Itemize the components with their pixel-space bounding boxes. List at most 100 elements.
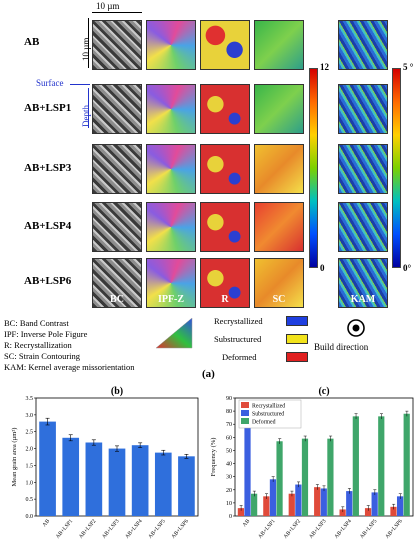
map-ab-ipf	[146, 20, 196, 70]
x-tick-label: AB+LSP4	[334, 518, 354, 540]
depth-label: Depth	[81, 105, 91, 127]
y-axis-label: Mean grain area (µm²)	[11, 428, 18, 487]
scale-bar-vertical	[88, 18, 89, 68]
x-tick-label: AB	[242, 518, 252, 528]
legend-label: Recrystallized	[252, 404, 285, 410]
y-tick-label: 90	[226, 396, 232, 402]
bar-deformed	[352, 416, 359, 516]
map-lsp3-ipf	[146, 144, 196, 194]
bar-deformed	[403, 413, 410, 516]
bar-ab-lsp1	[62, 437, 80, 516]
build-direction-icon	[347, 319, 365, 337]
colorbar-kam-min: 0°	[403, 263, 412, 273]
panel-label: (c)	[318, 386, 329, 397]
y-tick-label: 60	[226, 435, 232, 441]
legend-swatch	[241, 418, 249, 424]
bar-deformed	[378, 416, 385, 516]
bar-recrystallized	[237, 508, 245, 516]
col-label-bc: BC	[110, 294, 124, 305]
x-tick-label: AB+LSP6	[171, 518, 191, 540]
y-tick-label: 80	[226, 409, 232, 415]
legend-box	[238, 399, 302, 429]
y-tick-label: 0	[229, 514, 232, 520]
y-tick-label: 1.5	[26, 463, 34, 469]
row-label-ab: AB	[24, 36, 40, 48]
bar-recrystallized	[314, 487, 321, 516]
swatch-deformed	[286, 352, 308, 362]
bar-substructured	[320, 488, 327, 516]
row-label-lsp6: AB+LSP6	[24, 275, 72, 287]
row-label-lsp3: AB+LSP3	[24, 162, 72, 174]
legend-swatch	[241, 402, 249, 408]
y-tick-label: 0.5	[26, 497, 34, 503]
x-tick-label: AB+LSP2	[283, 518, 303, 540]
map-lsp3-r	[200, 144, 250, 194]
map-lsp6-kam	[338, 258, 388, 308]
bar-substructured	[295, 484, 302, 516]
bar-ab	[39, 421, 56, 516]
scale-bar-v-label: 10 µm	[81, 37, 91, 61]
map-lsp4-kam	[338, 202, 388, 252]
map-lsp1-kam	[338, 84, 388, 134]
y-tick-label: 50	[226, 448, 232, 454]
y-tick-label: 0.0	[26, 514, 34, 520]
colorbar-strain-min: 0	[320, 263, 325, 273]
def-sc: SC: Strain Contouring	[4, 351, 81, 361]
colorbar-strain-max: 12	[320, 62, 329, 72]
y-tick-label: 3.5	[26, 396, 34, 402]
bar-substructured	[346, 491, 353, 516]
bar-substructured	[244, 415, 251, 516]
bar-ab-lsp5	[154, 452, 172, 516]
bar-recrystallized	[364, 508, 372, 516]
bar-ab-lsp4	[131, 445, 149, 516]
map-lsp4-ipf	[146, 202, 196, 252]
y-tick-label: 10	[226, 501, 232, 507]
map-ab-bc	[92, 20, 142, 70]
map-lsp1-bc	[92, 84, 142, 134]
bar-recrystallized	[339, 509, 346, 516]
x-tick-label: AB+LSP1	[55, 518, 75, 540]
panel-a-label: (a)	[202, 368, 215, 380]
bar-ab-lsp6	[178, 456, 195, 516]
bar-recrystallized	[390, 506, 397, 516]
col-label-kam: KAM	[350, 294, 376, 305]
bar-recrystallized	[263, 496, 270, 516]
y-tick-label: 40	[226, 462, 232, 468]
map-ab-kam	[338, 20, 388, 70]
col-label-ipf: IPF-Z	[157, 294, 185, 305]
chart-mean-grain-area: (b) 0.0 0.5 1.0 1.5 2.0 2.5 3.0 3.5 Mean grain ar…	[11, 386, 199, 540]
y-tick-label: 1.0	[26, 480, 34, 486]
x-tick-label: AB+LSP5	[359, 518, 379, 540]
map-lsp4-bc	[92, 202, 142, 252]
y-axis-label: Frequency (%)	[210, 438, 217, 477]
surface-arrow	[70, 84, 90, 85]
row-label-lsp1: AB+LSP1	[24, 102, 72, 114]
bar-deformed	[327, 438, 334, 516]
scale-bar-horizontal	[92, 12, 142, 13]
scale-bar-h-label: 10 µm	[96, 1, 120, 11]
def-ipf: IPF: Inverse Pole Figure	[4, 329, 88, 339]
col-label-sc: SC	[272, 294, 286, 305]
y-tick-label: 2.0	[26, 447, 34, 453]
map-lsp3-bc	[92, 144, 142, 194]
def-bc: BC: Band Contrast	[4, 318, 69, 328]
map-lsp4-r	[200, 202, 250, 252]
y-tick-label: 3.0	[26, 413, 34, 419]
bar-ab-lsp3	[108, 448, 126, 516]
panel-label: (b)	[111, 386, 123, 397]
def-kam: KAM: Kernel average missorientation	[4, 362, 135, 372]
bar-recrystallized	[288, 493, 295, 516]
map-lsp1-r	[200, 84, 250, 134]
x-tick-label: AB+LSP1	[257, 518, 277, 540]
map-lsp6-bc	[92, 258, 142, 308]
r-legend-substructured: Substructured	[214, 334, 262, 344]
row-label-lsp4: AB+LSP4	[24, 220, 72, 232]
y-tick-label: 20	[226, 488, 232, 494]
legend-swatch	[241, 410, 249, 416]
swatch-substructured	[286, 334, 308, 344]
map-lsp3-sc	[254, 144, 304, 194]
r-legend-deformed: Deformed	[222, 352, 257, 362]
x-tick-label: AB+LSP5	[147, 518, 167, 540]
y-tick-label: 2.5	[26, 430, 34, 436]
colorbar-kam-max: 5 °	[403, 62, 414, 72]
